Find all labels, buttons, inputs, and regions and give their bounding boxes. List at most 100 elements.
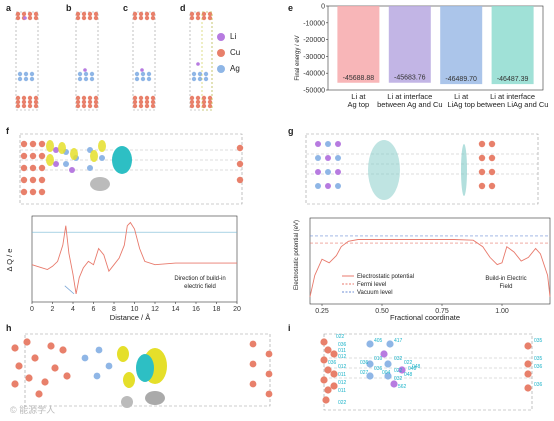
- cu-atom: [207, 103, 213, 109]
- f-cell-box: [19, 133, 243, 205]
- cu-atom: [59, 346, 67, 354]
- ag-atom: [366, 360, 374, 368]
- cu-atom: [38, 164, 46, 172]
- ag-atom: [384, 372, 392, 380]
- ag-atom: [23, 76, 29, 82]
- cu-atom: [195, 103, 201, 109]
- g-x-tick-label: 0.25: [315, 308, 329, 315]
- cu-atom: [21, 11, 27, 17]
- cu-atom: [15, 15, 21, 21]
- ag-atom: [203, 71, 209, 77]
- cu-atom: [29, 140, 37, 148]
- legend-ag-label: Ag: [230, 64, 240, 73]
- charge-depletion-lobe: [112, 146, 132, 174]
- panel-label-e: e: [288, 3, 294, 13]
- e-category-label: between LiAg and Cu: [477, 100, 549, 109]
- e-plot-frame: [327, 5, 544, 91]
- i-bader-charge-label: 012: [338, 380, 347, 386]
- li-atom: [335, 169, 341, 175]
- f-x-tick-label: 4: [71, 306, 75, 313]
- cu-atom: [38, 176, 46, 184]
- li-atom: [315, 169, 321, 175]
- slab-cell-box: [201, 11, 213, 111]
- panel-label-g: g: [288, 126, 294, 136]
- cu-atom: [488, 154, 496, 162]
- cu-atom: [195, 15, 201, 21]
- cu-atom: [51, 364, 59, 372]
- cu-atom: [23, 338, 31, 346]
- cu-atom: [330, 350, 338, 358]
- ag-atom: [81, 354, 89, 362]
- g-legend-fermi: Fermi level: [357, 282, 386, 288]
- cu-atom: [38, 188, 46, 196]
- cu-atom: [195, 11, 201, 17]
- ag-atom: [146, 76, 152, 82]
- cu-atom: [201, 15, 207, 21]
- cu-atom: [20, 152, 28, 160]
- ag-atom: [23, 71, 29, 77]
- i-bader-charge-label: 027: [360, 370, 369, 376]
- cu-atom: [320, 338, 328, 346]
- cu-atom: [20, 164, 28, 172]
- charge-grey-lobe: [90, 177, 110, 191]
- i-bader-charge-label: 048: [408, 366, 417, 372]
- legend-li-label: Li: [230, 32, 237, 41]
- li-atom: [380, 350, 388, 358]
- e-category-label: Li at interface: [490, 92, 535, 101]
- cu-atom: [38, 152, 46, 160]
- cu-atom: [330, 370, 338, 378]
- i-bader-charge-label: 004: [382, 370, 391, 376]
- ag-atom: [87, 165, 93, 171]
- cu-atom: [324, 366, 332, 374]
- f-x-tick-label: 10: [131, 306, 139, 313]
- cu-atom: [138, 99, 144, 105]
- slab-cell-box: [132, 11, 156, 111]
- g-annotation-line2: Field: [499, 284, 512, 290]
- cu-atom: [138, 15, 144, 21]
- cu-atom: [324, 346, 332, 354]
- e-y-tick-label: -20000: [303, 37, 325, 44]
- ag-atom: [83, 71, 89, 77]
- li-atom: [23, 16, 27, 20]
- cu-atom: [144, 11, 150, 17]
- f-x-tick-label: 2: [51, 306, 55, 313]
- cu-atom: [132, 11, 138, 17]
- legend-item-ag: Ag: [217, 64, 240, 73]
- li-atom: [335, 141, 341, 147]
- cu-atom: [201, 99, 207, 105]
- li-atom-icon: [217, 32, 225, 41]
- cu-atom: [195, 99, 201, 105]
- cu-atom: [524, 342, 532, 350]
- cu-atom: [201, 95, 207, 101]
- i-bader-charge-label: 036: [328, 360, 337, 366]
- ag-atom: [191, 71, 197, 77]
- i-bader-charge-label: 036: [374, 366, 383, 372]
- e-bar: [491, 6, 534, 85]
- cu-atom: [21, 103, 27, 109]
- cu-atom: [330, 382, 338, 390]
- i-bader-charge-label: 012: [338, 354, 347, 360]
- legend-cu-label: Cu: [230, 48, 241, 57]
- cu-atom: [207, 11, 213, 17]
- e-category-label: LiAg top: [447, 100, 475, 109]
- energy-y-axis-label: Final energy / eV: [295, 35, 301, 80]
- cu-atom: [144, 103, 150, 109]
- i-bader-charge-label: 022: [404, 360, 413, 366]
- energy-bar-chart: Final energy / eV 0 -10000 -20000 -30000 -40…: [295, 4, 549, 110]
- panel-label-a: a: [6, 3, 12, 13]
- cu-atom: [93, 99, 99, 105]
- cu-atom: [150, 15, 156, 21]
- g-cell-box: [305, 133, 539, 205]
- e-bar: [337, 6, 380, 83]
- charge-accumulation-lobe: [46, 154, 54, 166]
- charge-accumulation-lobe: [123, 372, 135, 388]
- li-atom: [398, 366, 406, 374]
- ag-atom: [140, 71, 146, 77]
- e-category-label: Li at interface: [387, 92, 432, 101]
- slab-structures-a-d: [15, 11, 213, 111]
- cu-atom: [132, 99, 138, 105]
- g-x-tick-label: 1.00: [495, 308, 509, 315]
- i-bader-charge-label: 036: [534, 382, 543, 388]
- cu-atom: [132, 15, 138, 21]
